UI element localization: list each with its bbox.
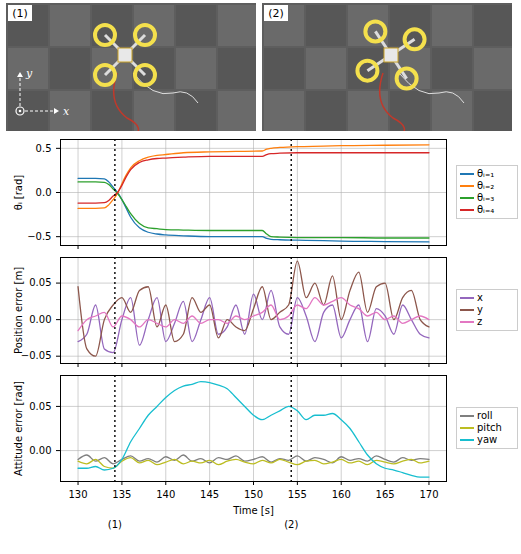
svg-text:(2): (2) xyxy=(268,7,284,20)
svg-text:135: 135 xyxy=(112,489,131,500)
html-text:θᵢ₌₄: θᵢ₌₄ xyxy=(477,204,495,215)
svg-text:θᵢ [rad]: θᵢ [rad] xyxy=(13,175,24,211)
svg-text:x: x xyxy=(63,105,70,118)
svg-text:165: 165 xyxy=(376,489,395,500)
html-text:θᵢ₌₁: θᵢ₌₁ xyxy=(477,168,495,179)
svg-text:Time [s]: Time [s] xyxy=(232,505,274,516)
svg-text:0.0: 0.0 xyxy=(36,187,52,198)
svg-text:0.05: 0.05 xyxy=(29,277,51,288)
html-text:y: y xyxy=(477,304,483,315)
svg-text:Position error [m]: Position error [m] xyxy=(13,267,24,354)
svg-text:−0.5: −0.5 xyxy=(27,231,51,242)
svg-text:(2): (2) xyxy=(284,519,298,530)
svg-text:160: 160 xyxy=(332,489,351,500)
html-text:x: x xyxy=(477,292,483,303)
svg-text:Attitude error [rad]: Attitude error [rad] xyxy=(13,381,24,476)
html-text:roll: roll xyxy=(477,410,493,421)
svg-text:130: 130 xyxy=(68,489,87,500)
html-text:yaw: yaw xyxy=(477,434,498,445)
svg-text:170: 170 xyxy=(419,489,438,500)
svg-text:y: y xyxy=(25,67,33,80)
svg-text:0.00: 0.00 xyxy=(29,314,51,325)
svg-text:(1): (1) xyxy=(12,7,28,20)
svg-text:155: 155 xyxy=(288,489,307,500)
svg-text:145: 145 xyxy=(200,489,219,500)
svg-text:0.00: 0.00 xyxy=(29,445,51,456)
svg-text:150: 150 xyxy=(244,489,263,500)
svg-text:0.05: 0.05 xyxy=(29,401,51,412)
html-text:θᵢ₌₃: θᵢ₌₃ xyxy=(477,192,495,203)
svg-text:(1): (1) xyxy=(108,519,122,530)
svg-text:−0.05: −0.05 xyxy=(21,350,52,361)
html-text:θᵢ₌₂: θᵢ₌₂ xyxy=(477,180,495,191)
html-text:z: z xyxy=(477,316,483,327)
svg-text:0.5: 0.5 xyxy=(36,143,52,154)
html-text:pitch: pitch xyxy=(477,422,502,433)
svg-text:140: 140 xyxy=(156,489,175,500)
